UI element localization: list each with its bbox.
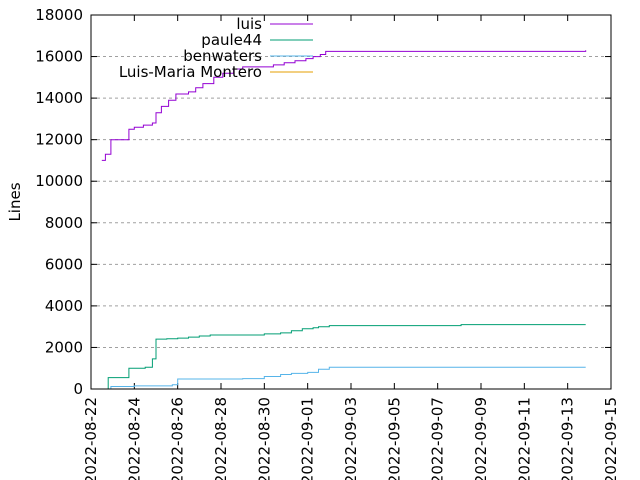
axis-ticks: 0 2000 4000 6000 8000 10000 12000 14000 16000 180… <box>35 6 620 480</box>
x-tick-label: 2022-08-30 <box>255 397 273 480</box>
x-tick-label: 2022-08-24 <box>125 397 143 480</box>
y-tick-label: 10000 <box>35 172 83 190</box>
y-tick-label: 0 <box>73 380 83 398</box>
series-line-1 <box>101 50 587 161</box>
y-tick-label: 4000 <box>45 297 83 315</box>
x-tick-label: 2022-09-03 <box>342 397 360 480</box>
y-tick-label: 12000 <box>35 131 83 149</box>
y-axis-label: Lines <box>6 182 24 221</box>
x-tick-label: 2022-08-26 <box>169 397 187 480</box>
y-tick-label: 16000 <box>35 48 83 66</box>
x-tick-label: 2022-09-01 <box>299 397 317 480</box>
grid-lines <box>91 56 611 348</box>
y-tick-label: 2000 <box>45 338 83 356</box>
x-tick-label: 2022-09-13 <box>559 397 577 480</box>
series-line-2 <box>107 324 586 390</box>
x-tick-label: 2022-09-07 <box>429 397 447 480</box>
x-tick-label: 2022-09-15 <box>602 397 620 480</box>
legend-label: paule44 <box>201 31 262 49</box>
x-tick-label: 2022-08-28 <box>212 397 230 480</box>
x-tick-label: 2022-08-22 <box>82 397 100 480</box>
legend-label: Luis-Maria Montero <box>119 63 262 81</box>
y-tick-label: 18000 <box>35 6 83 24</box>
x-tick-label: 2022-09-11 <box>515 397 533 480</box>
series-line-3 <box>107 366 586 390</box>
y-tick-label: 14000 <box>35 89 83 107</box>
plot-frame <box>90 14 612 390</box>
x-tick-label: 2022-09-05 <box>385 397 403 480</box>
x-tick-label: 2022-09-09 <box>472 397 490 480</box>
legend-label: benwaters <box>183 47 262 65</box>
y-tick-label: 8000 <box>45 214 83 232</box>
legend-label: luis <box>236 15 262 33</box>
series-lines <box>101 50 587 390</box>
y-tick-label: 6000 <box>45 255 83 273</box>
